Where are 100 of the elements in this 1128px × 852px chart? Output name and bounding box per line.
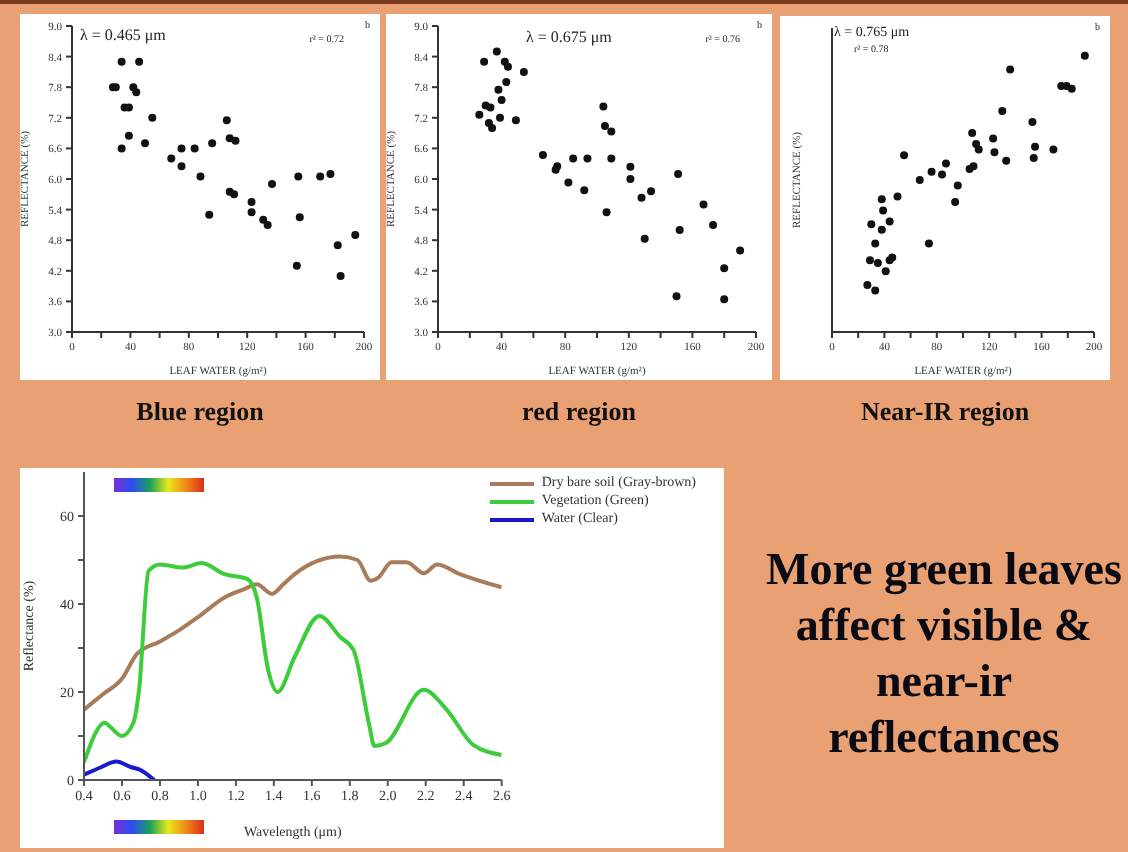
point — [877, 195, 886, 204]
point — [877, 225, 886, 234]
point — [974, 145, 983, 154]
point — [873, 258, 882, 267]
line-series — [84, 561, 502, 765]
point — [247, 208, 256, 217]
point — [167, 154, 176, 163]
point — [600, 121, 609, 130]
point — [998, 106, 1007, 115]
point — [1006, 65, 1015, 74]
point — [699, 200, 708, 209]
point — [865, 256, 874, 265]
point — [177, 144, 186, 153]
point — [519, 67, 528, 76]
point — [1029, 153, 1038, 162]
point — [503, 62, 512, 71]
point — [295, 213, 304, 222]
point — [132, 88, 141, 97]
point — [497, 95, 506, 104]
point — [968, 129, 977, 138]
point — [569, 154, 578, 163]
point — [230, 190, 239, 199]
point — [117, 144, 126, 153]
point — [196, 172, 205, 181]
point — [268, 180, 277, 189]
point — [675, 226, 684, 234]
point — [951, 198, 960, 207]
point — [989, 134, 998, 143]
text: More green leaves affect visible & near-ir reflectances — [764, 542, 1124, 766]
point — [607, 154, 616, 163]
point — [488, 124, 497, 132]
point — [177, 162, 186, 171]
point — [124, 131, 133, 140]
point — [333, 241, 342, 250]
point — [1002, 156, 1011, 165]
point — [316, 172, 325, 181]
point — [190, 144, 199, 153]
point — [871, 286, 880, 295]
point — [511, 116, 520, 125]
point — [492, 47, 501, 56]
point — [486, 103, 495, 112]
point — [1080, 51, 1089, 60]
point — [141, 139, 149, 148]
point — [953, 181, 962, 190]
point — [148, 113, 157, 122]
point — [927, 167, 936, 176]
point — [494, 85, 503, 94]
line-series — [84, 759, 157, 780]
point — [222, 116, 231, 125]
point — [879, 206, 888, 215]
point — [292, 261, 301, 270]
text: Blue region — [134, 396, 266, 428]
annotation: λ = 0.465 μm — [80, 26, 166, 44]
point — [480, 57, 489, 66]
point — [602, 208, 611, 217]
point — [259, 215, 268, 224]
text: red region — [520, 396, 638, 428]
point — [263, 220, 272, 229]
point — [475, 110, 484, 119]
point — [351, 231, 360, 240]
point — [496, 113, 505, 122]
point — [647, 187, 656, 196]
point — [881, 267, 890, 276]
point — [564, 178, 573, 187]
point — [205, 210, 214, 219]
point — [900, 151, 909, 160]
point — [1031, 142, 1040, 151]
point — [626, 162, 635, 171]
point — [583, 154, 592, 163]
point — [871, 239, 880, 248]
point — [1049, 145, 1058, 154]
point — [599, 102, 608, 111]
point — [924, 239, 933, 248]
point — [294, 172, 303, 181]
point — [580, 186, 589, 195]
text: Near-IR region — [858, 396, 1032, 428]
point — [941, 159, 950, 168]
point — [607, 127, 616, 136]
point — [637, 193, 646, 202]
line-series — [84, 554, 502, 712]
annotation: λ = 0.675 μm — [526, 28, 612, 46]
point — [736, 246, 745, 255]
point — [640, 234, 649, 243]
point — [326, 169, 335, 178]
point — [709, 220, 718, 229]
point — [674, 169, 683, 178]
point — [720, 264, 729, 273]
point — [893, 192, 902, 201]
point — [720, 295, 729, 304]
point — [247, 197, 256, 206]
point — [626, 175, 635, 183]
point — [938, 170, 947, 179]
point — [135, 57, 144, 66]
point — [990, 148, 999, 157]
point — [863, 281, 872, 290]
point — [208, 139, 217, 148]
point — [336, 271, 345, 280]
point — [867, 220, 876, 229]
point — [915, 176, 924, 184]
point — [502, 78, 511, 87]
